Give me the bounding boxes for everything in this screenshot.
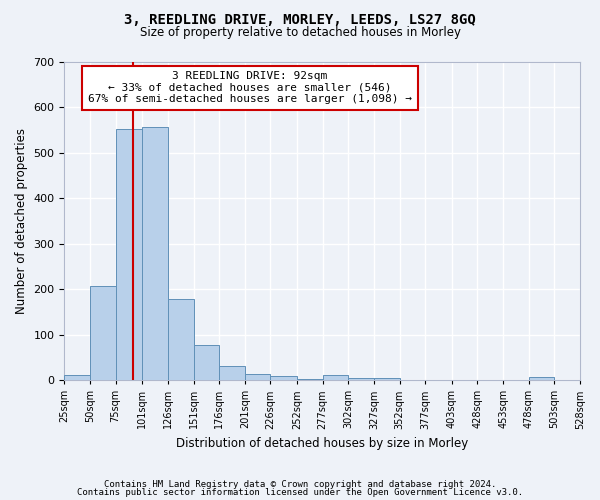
Text: Size of property relative to detached houses in Morley: Size of property relative to detached ho… <box>139 26 461 39</box>
Bar <box>194 344 219 380</box>
Bar <box>349 378 374 380</box>
Text: Contains HM Land Registry data © Crown copyright and database right 2024.: Contains HM Land Registry data © Crown c… <box>104 480 496 489</box>
Bar <box>374 378 400 380</box>
Text: Contains public sector information licensed under the Open Government Licence v3: Contains public sector information licen… <box>77 488 523 497</box>
Text: 3 REEDLING DRIVE: 92sqm
← 33% of detached houses are smaller (546)
67% of semi-d: 3 REEDLING DRIVE: 92sqm ← 33% of detache… <box>88 71 412 104</box>
X-axis label: Distribution of detached houses by size in Morley: Distribution of detached houses by size … <box>176 437 469 450</box>
Bar <box>168 298 194 380</box>
Bar <box>529 378 554 380</box>
Bar <box>219 366 245 380</box>
Bar <box>323 374 349 380</box>
Bar <box>271 376 297 380</box>
Bar <box>142 127 168 380</box>
Bar <box>116 130 142 380</box>
Bar <box>297 379 323 380</box>
Text: 3, REEDLING DRIVE, MORLEY, LEEDS, LS27 8GQ: 3, REEDLING DRIVE, MORLEY, LEEDS, LS27 8… <box>124 12 476 26</box>
Bar <box>64 374 90 380</box>
Y-axis label: Number of detached properties: Number of detached properties <box>15 128 28 314</box>
Bar <box>90 286 116 380</box>
Bar <box>245 374 271 380</box>
